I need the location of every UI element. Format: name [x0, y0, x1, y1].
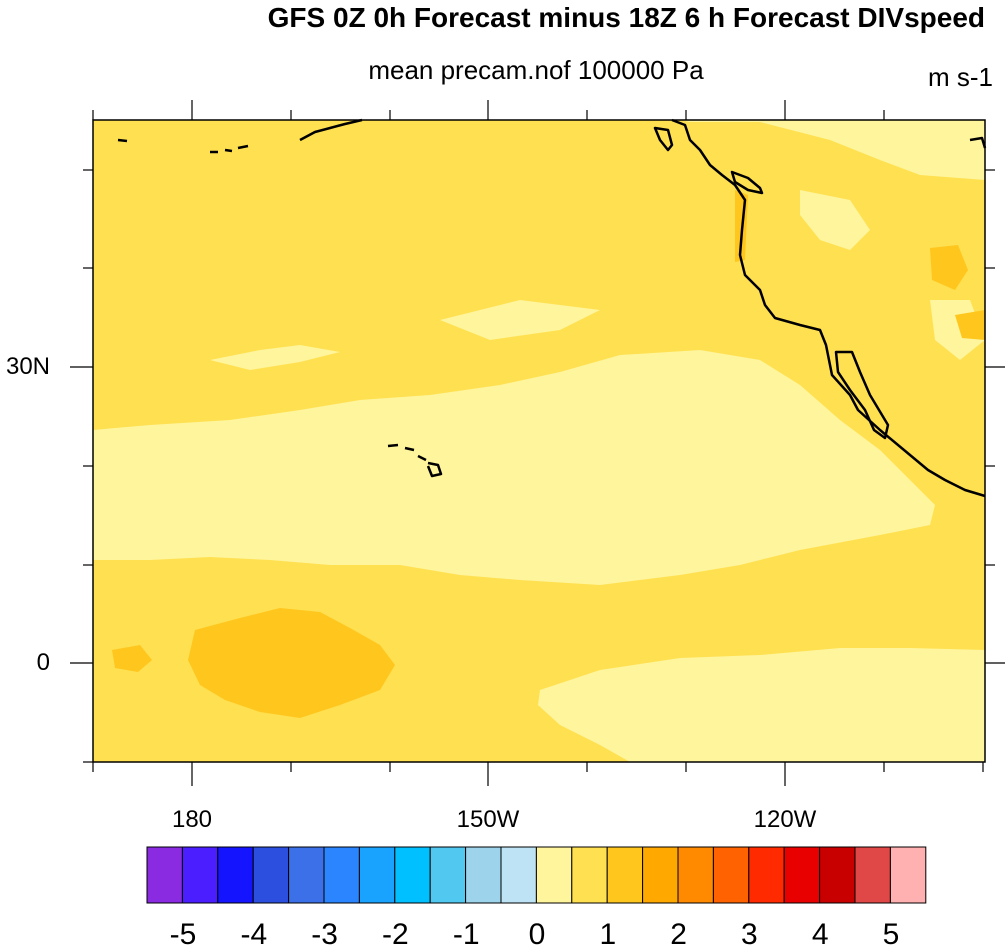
coastline-east-edge — [969, 136, 987, 149]
coastline-vancouver-island — [730, 170, 764, 195]
colorbar-box — [889, 846, 927, 904]
coastline-aleutians-mid — [210, 144, 249, 154]
colorbar-box — [819, 846, 856, 904]
colorbar-box — [677, 846, 714, 904]
coastline-alaska-coast — [653, 126, 674, 152]
orange-patch-east — [930, 245, 968, 290]
pale-patch-northeast — [800, 190, 870, 250]
colorbar-box — [854, 846, 891, 904]
colorbar-box — [394, 846, 431, 904]
colorbar-box — [642, 846, 679, 904]
colorbar-box — [712, 846, 750, 904]
colorbar-box — [146, 846, 183, 904]
colorbar-label: -4 — [240, 918, 268, 951]
coastline-baja-california — [834, 350, 890, 440]
pale-region-southeast — [538, 648, 985, 762]
colorbar-box — [535, 846, 573, 904]
colorbar-box — [181, 846, 219, 904]
colorbar-box — [429, 846, 467, 904]
colorbar-label: 5 — [882, 918, 900, 951]
pale-region-northeast — [680, 120, 985, 180]
colorbar-label: -2 — [382, 918, 409, 951]
colorbar-label: -1 — [452, 918, 480, 951]
colorbar-box — [748, 846, 785, 904]
pale-streaks-north — [210, 345, 340, 370]
coastline-aleutians-west — [117, 138, 128, 143]
colorbar-label: 0 — [528, 918, 546, 951]
coastline-hawaii — [387, 443, 443, 478]
colorbar-box — [783, 846, 821, 904]
chart-subtitle: mean precam.nof 100000 Pa — [368, 55, 704, 85]
colorbar-box — [606, 846, 644, 904]
colorbar-box — [465, 846, 502, 904]
colorbar-box — [358, 846, 396, 904]
colorbar-label: 2 — [670, 918, 687, 951]
orange-region-southwest — [188, 608, 395, 718]
pale-region-central — [93, 350, 935, 585]
lat-label-0: 0 — [36, 649, 50, 676]
coastlines — [117, 118, 987, 498]
orange-patch-west — [112, 645, 152, 672]
colorbar-label: 1 — [599, 918, 617, 951]
lat-label-30n: 30N — [5, 353, 50, 380]
coastline-north-america — [671, 118, 986, 498]
colorbar-label: 4 — [811, 918, 829, 951]
colorbar-label: 3 — [741, 918, 758, 951]
lon-label-180: 180 — [171, 806, 213, 833]
colorbar-label: -5 — [169, 918, 197, 951]
colorbar-box — [323, 846, 360, 904]
chart-title: GFS 0Z 0h Forecast minus 18Z 6 h Forecas… — [267, 2, 985, 33]
colorbar-box — [571, 846, 608, 904]
colorbar-box — [217, 846, 254, 904]
pale-streaks-mid — [440, 300, 600, 340]
colorbar-box — [288, 846, 325, 904]
axis-ticks — [70, 100, 1005, 786]
colorbar-label: -3 — [311, 918, 338, 951]
lon-label-150w: 150W — [456, 806, 520, 833]
lon-label-120w: 120W — [753, 806, 817, 833]
coastline-aleutians — [299, 118, 363, 142]
orange-patch-far-east — [955, 310, 985, 340]
colorbar-box — [500, 846, 537, 904]
units-label: m s-1 — [928, 62, 993, 92]
colorbar-box — [252, 846, 290, 904]
map-frame — [92, 119, 986, 763]
